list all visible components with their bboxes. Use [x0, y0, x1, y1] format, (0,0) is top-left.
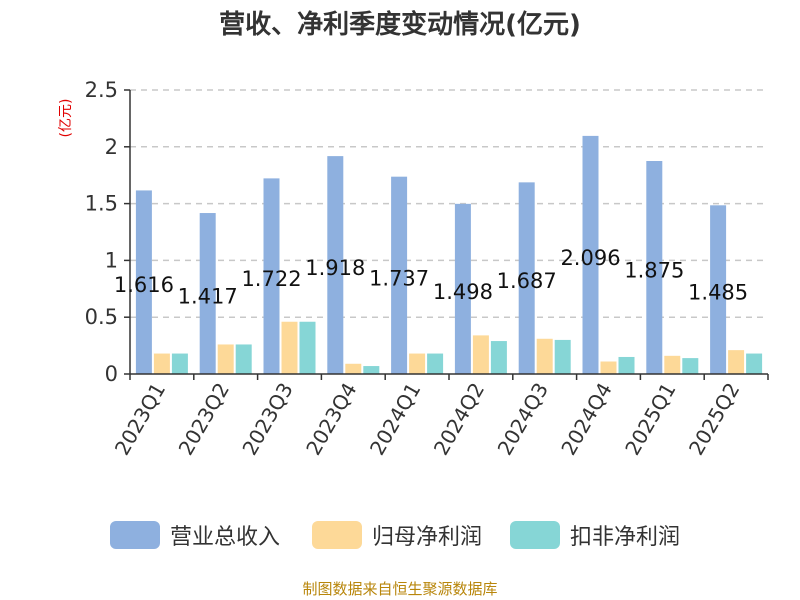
bar-2023Q3-s2	[281, 321, 298, 374]
bar-2024Q3-s2	[536, 338, 553, 374]
data-label: 1.875	[624, 259, 684, 283]
bar-2023Q4-s3	[363, 366, 380, 374]
y-tick-label: 2	[105, 135, 118, 159]
bars	[135, 135, 763, 374]
bar-2024Q4-s3	[618, 356, 635, 374]
y-tick-label: 0	[105, 362, 118, 386]
legend-label[interactable]: 归母净利润	[372, 525, 482, 550]
data-label: 1.417	[178, 285, 238, 309]
bar-2024Q4-s1	[582, 135, 599, 374]
x-tick-label: 2023Q3	[237, 379, 297, 460]
x-tick-label: 2024Q4	[556, 379, 616, 460]
bar-2023Q1-s2	[153, 353, 170, 374]
bar-2025Q1-s2	[664, 355, 681, 374]
x-tick-label: 2023Q1	[110, 379, 170, 460]
bar-2024Q3-s3	[554, 339, 571, 374]
bar-2023Q4-s1	[327, 156, 344, 374]
y-tick-label: 1	[105, 248, 118, 272]
legend-swatch[interactable]	[110, 521, 160, 549]
y-tick-label: 0.5	[85, 305, 118, 329]
legend-label[interactable]: 扣非净利润	[570, 525, 680, 550]
x-tick-label: 2023Q4	[301, 379, 361, 460]
legend-swatch[interactable]	[312, 521, 362, 549]
x-tick-label: 2025Q2	[684, 379, 744, 460]
legend-swatch[interactable]	[510, 521, 560, 549]
bar-2024Q2-s3	[490, 341, 507, 374]
data-label: 2.096	[560, 246, 620, 270]
data-source-note: 制图数据来自恒生聚源数据库	[302, 580, 497, 598]
chart-title: 营收、净利季度变动情况(亿元)	[219, 9, 581, 40]
bar-2023Q3-s3	[299, 321, 316, 374]
data-label: 1.498	[433, 280, 493, 304]
bar-2023Q2-s3	[235, 344, 252, 374]
x-tick-label: 2024Q3	[493, 379, 553, 460]
bar-2024Q2-s1	[454, 203, 471, 374]
bar-2023Q1-s3	[171, 353, 188, 374]
bar-2025Q2-s1	[710, 205, 727, 374]
bar-2023Q3-s1	[263, 178, 280, 374]
data-label: 1.918	[305, 256, 365, 280]
bar-2024Q1-s3	[427, 353, 444, 374]
y-tick-label: 2.5	[85, 78, 118, 102]
x-tick-label: 2025Q1	[620, 379, 680, 460]
bar-2024Q1-s2	[409, 353, 426, 374]
bar-2024Q4-s2	[600, 361, 617, 374]
x-tick-label: 2023Q2	[174, 379, 234, 460]
bar-2025Q2-s3	[746, 353, 763, 374]
bar-2023Q1-s1	[135, 190, 152, 374]
data-label: 1.616	[114, 273, 174, 297]
data-label: 1.737	[369, 266, 429, 290]
y-axis-unit: (亿元)	[58, 99, 74, 138]
data-label: 1.722	[241, 267, 301, 291]
legend-label[interactable]: 营业总收入	[170, 525, 280, 550]
x-tick-label: 2024Q1	[365, 379, 425, 460]
bar-2025Q1-s3	[682, 358, 699, 374]
legend[interactable]: 营业总收入 归母净利润 扣非净利润	[110, 521, 680, 550]
bar-2025Q1-s1	[646, 161, 663, 374]
bar-2024Q3-s1	[518, 182, 535, 374]
bar-2023Q4-s2	[345, 363, 362, 374]
x-tick-label: 2024Q2	[429, 379, 489, 460]
data-label: 1.485	[688, 281, 748, 305]
bar-2024Q2-s2	[472, 335, 489, 374]
bar-2023Q2-s2	[217, 344, 234, 374]
y-tick-label: 1.5	[85, 192, 118, 216]
bar-2024Q1-s1	[391, 176, 408, 374]
bar-2023Q2-s1	[199, 213, 216, 374]
data-label: 1.687	[497, 269, 557, 293]
bar-2025Q2-s2	[728, 350, 745, 374]
